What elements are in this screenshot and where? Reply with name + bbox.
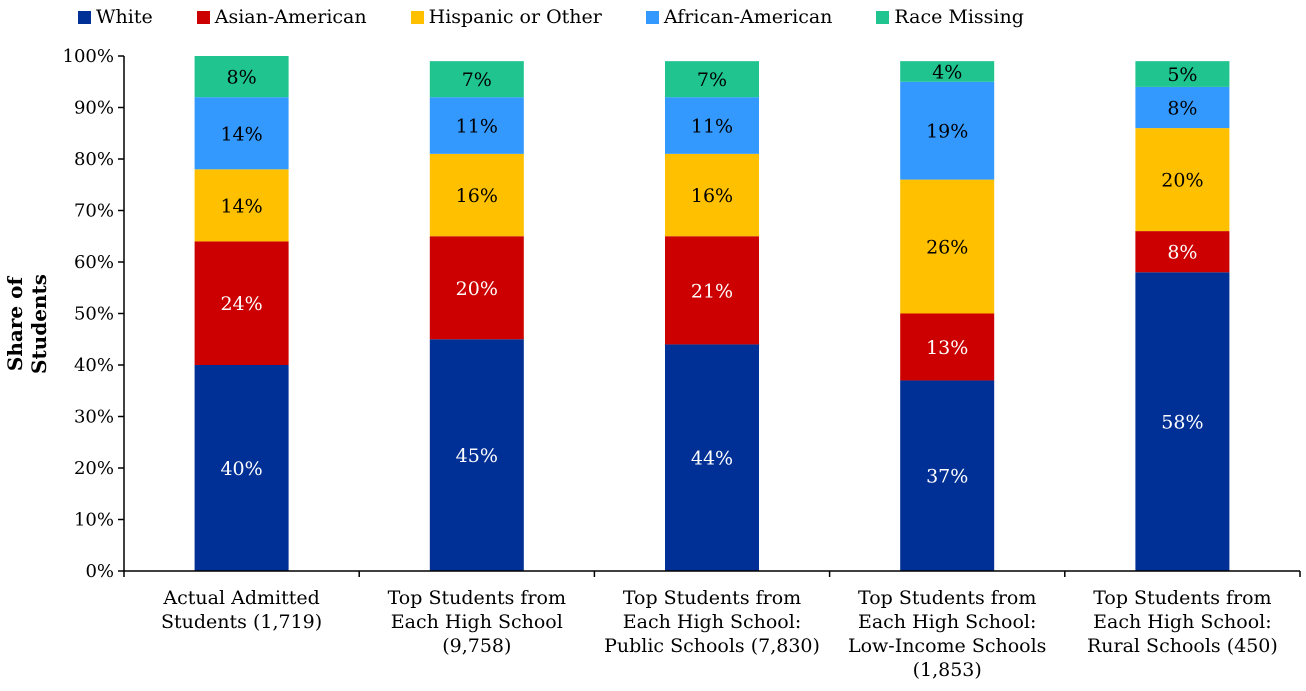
y-tick-label: 40% — [74, 355, 114, 376]
x-category-label-line: Low-Income Schools — [847, 635, 1047, 657]
x-category-label: Top Students from Each High School: Public… — [597, 586, 827, 658]
bar-segment-white — [665, 344, 759, 571]
x-category-label-line: Each High School: — [1093, 611, 1272, 633]
legend-swatch-white — [78, 10, 91, 24]
data-label-race-missing: 8% — [227, 67, 257, 89]
data-label-african-american: 11% — [456, 116, 498, 138]
x-category-label-line: Each High School: — [622, 611, 802, 633]
bar-segment-african-american — [900, 81, 995, 180]
x-category-label-line: Each High School: — [857, 611, 1037, 633]
bar-segment-white — [1135, 272, 1230, 571]
data-label-race-missing: 7% — [462, 69, 492, 91]
legend-item-race-missing: Race Missing — [876, 6, 1024, 28]
x-category-label-line: Actual Admitted — [163, 587, 320, 609]
legend-item-african-american: African-American — [645, 6, 833, 28]
data-label-hispanic-or-other: 26% — [926, 237, 968, 259]
legend-swatch-hispanic-or-other — [410, 10, 424, 24]
y-tick-label: 60% — [74, 252, 114, 273]
y-tick-label: 50% — [74, 304, 114, 325]
data-label-hispanic-or-other: 14% — [220, 195, 262, 217]
bar-segment-african-american — [665, 97, 759, 154]
x-category-label-line: Students (1,719) — [161, 611, 323, 633]
bar-segment-race-missing — [900, 61, 995, 82]
x-category-label-line: (1,853) — [912, 659, 982, 681]
legend-label-african-american: African-American — [663, 6, 833, 28]
bar-segment-hispanic-or-other — [665, 153, 759, 237]
data-label-asian-american: 24% — [220, 293, 262, 315]
x-category-label-line: Top Students from — [622, 587, 802, 609]
legend-label-white: White — [96, 6, 153, 28]
legend-label-asian-american: Asian-American — [214, 6, 367, 28]
x-category-label-line: Public Schools (7,830) — [604, 635, 820, 657]
x-category-label-line: (9,758) — [442, 635, 512, 657]
data-label-african-american: 11% — [691, 116, 733, 138]
legend-label-hispanic-or-other: Hispanic or Other — [428, 6, 602, 28]
legend-swatch-race-missing — [876, 10, 890, 24]
y-tick-label: 20% — [74, 458, 114, 479]
y-tick-label: 90% — [74, 98, 114, 119]
bar-segment-asian-american — [900, 313, 995, 381]
bar-segment-race-missing — [1135, 61, 1230, 87]
bar-segment-hispanic-or-other — [900, 179, 995, 314]
legend-swatch-asian-american — [196, 10, 210, 24]
legend-item-hispanic-or-other: Hispanic or Other — [410, 6, 602, 28]
bar-segment-race-missing — [429, 61, 524, 98]
bar-segment-white — [900, 380, 995, 571]
data-label-race-missing: 4% — [932, 61, 962, 83]
data-label-white: 44% — [691, 448, 733, 470]
bar-segment-white — [194, 365, 289, 571]
data-label-white: 40% — [220, 458, 262, 480]
legend-item-asian-american: Asian-American — [196, 6, 367, 28]
x-category-label: Top Students from Each High School (9,758) — [362, 586, 592, 658]
bar-segment-hispanic-or-other — [429, 153, 524, 237]
bar-segment-asian-american — [665, 236, 759, 345]
data-label-hispanic-or-other: 16% — [691, 185, 733, 207]
bar-segment-race-missing — [194, 56, 289, 98]
x-category-label-line: Top Students from — [858, 587, 1037, 609]
bar-segment-hispanic-or-other — [1135, 128, 1230, 232]
y-tick-label: 100% — [63, 46, 114, 67]
data-label-asian-american: 20% — [456, 278, 498, 300]
data-label-african-american: 19% — [926, 121, 968, 143]
y-tick-label: 10% — [74, 510, 114, 531]
data-label-white: 37% — [926, 466, 968, 488]
data-label-hispanic-or-other: 20% — [1161, 170, 1203, 192]
data-label-asian-american: 8% — [1167, 242, 1197, 264]
data-label-african-american: 14% — [220, 123, 262, 145]
y-tick-label: 0% — [85, 561, 114, 582]
legend-label-race-missing: Race Missing — [894, 6, 1024, 28]
data-label-asian-american: 21% — [691, 280, 733, 302]
data-label-white: 58% — [1161, 412, 1203, 434]
chart-legend: White Asian-American Hispanic or Other A… — [78, 6, 1068, 28]
x-category-label: Top Students from Each High School: Rural … — [1067, 586, 1297, 658]
legend-item-white: White — [78, 6, 153, 28]
bar-segment-asian-american — [429, 236, 524, 340]
bar-segment-asian-american — [1135, 231, 1230, 273]
data-label-race-missing: 5% — [1167, 64, 1197, 86]
y-tick-label: 30% — [74, 407, 114, 428]
x-category-label-line: Top Students from — [1093, 587, 1272, 609]
y-tick-label: 70% — [74, 201, 114, 222]
legend-swatch-african-american — [645, 10, 659, 24]
data-label-asian-american: 13% — [926, 337, 968, 359]
x-category-label: Top Students from Each High School: Low-In… — [832, 586, 1062, 682]
bar-segment-african-american — [429, 97, 524, 154]
bar-segment-hispanic-or-other — [194, 169, 289, 242]
x-category-label-line: Rural Schools (450) — [1086, 635, 1278, 657]
x-category-label: Actual Admitted Students (1,719) — [127, 586, 357, 634]
data-label-african-american: 8% — [1167, 98, 1197, 120]
x-category-label-line: Top Students from — [387, 587, 566, 609]
bar-segment-african-american — [1135, 86, 1230, 129]
bar-segment-white — [429, 339, 524, 571]
x-category-label-line: Each High School — [390, 611, 563, 633]
y-tick-label: 80% — [74, 149, 114, 170]
data-label-hispanic-or-other: 16% — [456, 185, 498, 207]
bar-segment-african-american — [194, 97, 289, 170]
data-label-race-missing: 7% — [697, 69, 727, 91]
data-label-white: 45% — [456, 445, 498, 467]
bar-segment-race-missing — [665, 61, 759, 98]
bar-segment-asian-american — [194, 241, 289, 365]
